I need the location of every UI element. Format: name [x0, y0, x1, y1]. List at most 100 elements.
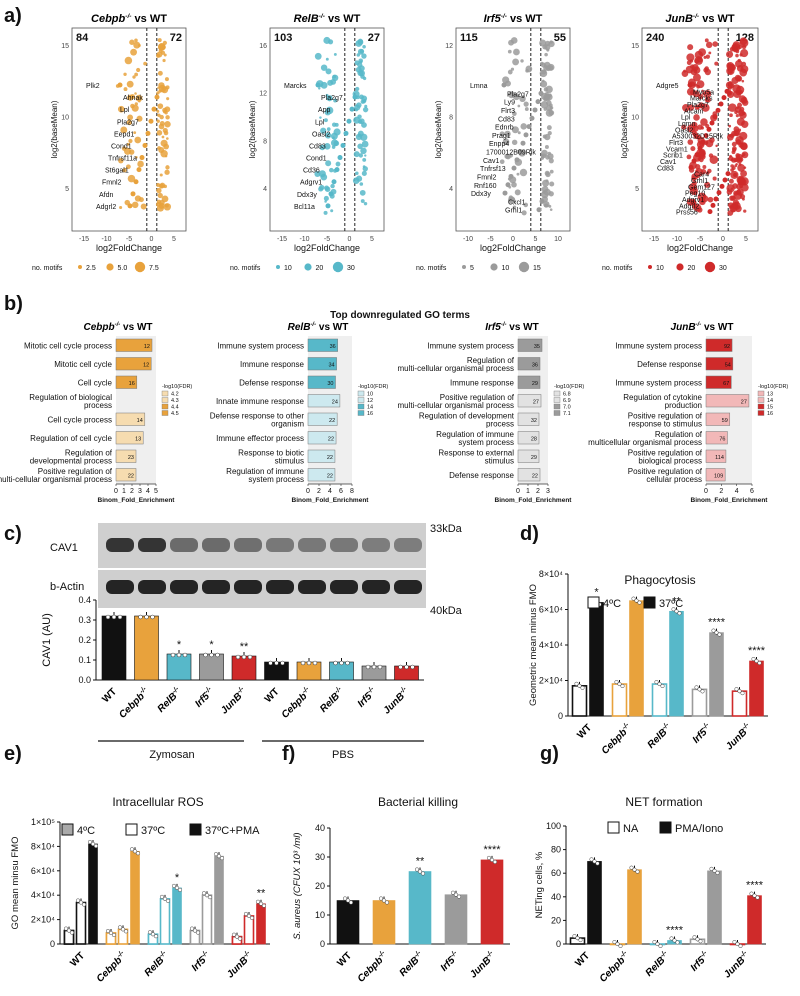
- bar: [747, 895, 762, 945]
- data-point: [689, 89, 696, 96]
- gene-label: Cav1: [483, 158, 499, 165]
- data-point: [320, 127, 327, 134]
- panel-letter: d): [520, 523, 539, 545]
- data-point: [323, 210, 328, 215]
- replicate-dot: [129, 847, 135, 852]
- go-term-label: Defense response: [637, 360, 702, 369]
- data-point: [334, 122, 339, 127]
- gene-label: Tnfrsf13: [480, 166, 506, 173]
- data-point: [686, 154, 692, 160]
- replicate-dot: [162, 896, 168, 901]
- gene-label: Pla2g7: [117, 119, 139, 126]
- data-point: [355, 40, 363, 47]
- replicate-dot: [574, 681, 579, 686]
- go-count: 22: [327, 455, 333, 461]
- blot-band-cav1: [138, 538, 166, 552]
- replicate-dot: [150, 932, 156, 937]
- legend-dot: [676, 263, 684, 271]
- replicate-dot: [735, 941, 740, 947]
- replicate-dot: [674, 609, 679, 614]
- y-tick: 10: [315, 910, 325, 920]
- gene-label: Cxcl1: [508, 199, 526, 206]
- labelled-point: [532, 107, 538, 113]
- bar: [707, 870, 722, 945]
- labelled-point: [148, 118, 154, 124]
- go-term-label: developmental process: [30, 456, 112, 465]
- volcano-title: Cebpb-/- vs WT: [91, 13, 167, 25]
- data-point: [516, 172, 520, 176]
- data-point: [741, 99, 749, 106]
- y-tick: 4×10⁴: [539, 640, 563, 650]
- legend-dot: [518, 261, 530, 273]
- replicate-dot: [111, 614, 117, 620]
- go-count: 22: [128, 473, 134, 479]
- x-axis-label: log2FoldChange: [294, 243, 360, 253]
- data-point: [359, 189, 366, 196]
- replicate-dot: [204, 893, 210, 898]
- replicate-dot: [635, 869, 640, 874]
- x-tick: 5: [534, 236, 538, 243]
- replicate-dot: [572, 934, 577, 939]
- data-point: [362, 106, 369, 113]
- data-point: [359, 60, 363, 64]
- bar: [480, 859, 504, 945]
- data-point: [733, 126, 740, 132]
- gene-label: Gem127: [688, 184, 715, 191]
- legend-label: 37ºC+PMA: [205, 825, 260, 837]
- go-count: 14: [137, 418, 143, 424]
- go-plot-title: JunB-/- vs WT: [671, 322, 734, 333]
- data-point: [729, 195, 735, 201]
- go-term-label: Regulation of biological: [29, 393, 112, 402]
- bar: [336, 900, 360, 945]
- data-point: [164, 121, 171, 128]
- data-point: [161, 135, 165, 139]
- data-point: [164, 77, 169, 82]
- gene-label: Pla2g7: [321, 95, 343, 102]
- replicate-dot: [652, 939, 657, 945]
- data-point: [513, 48, 520, 56]
- replicate-dot: [381, 898, 387, 903]
- bar: [629, 600, 644, 717]
- data-point: [165, 165, 170, 170]
- significance: **: [672, 595, 681, 607]
- y-tick: 0.3: [78, 615, 91, 625]
- replicate-dot: [345, 898, 351, 903]
- genotype-sup: -/-: [501, 13, 507, 20]
- legend-value: 30: [719, 265, 727, 272]
- data-point: [135, 155, 138, 159]
- go-count: 29: [531, 455, 537, 461]
- labelled-point: [127, 203, 133, 209]
- blot-band-actin: [106, 580, 134, 594]
- data-point: [134, 136, 142, 144]
- data-point: [156, 183, 161, 187]
- legend-swatch: [643, 596, 656, 609]
- data-point: [162, 58, 166, 63]
- replicate-dot: [241, 654, 247, 660]
- data-point: [708, 51, 712, 55]
- gene-label: Afdn: [99, 192, 114, 199]
- y-tick: 12: [259, 91, 267, 98]
- go-term-label: cellular process: [646, 475, 702, 484]
- x-tick: -10: [299, 236, 309, 243]
- legend-value: 4.2: [171, 392, 179, 398]
- go-bar: [705, 375, 732, 389]
- data-point: [156, 109, 160, 113]
- legend-dot: [106, 263, 114, 271]
- go-count: 29: [532, 381, 538, 387]
- category-label: WT: [100, 686, 119, 705]
- data-point: [541, 79, 545, 83]
- data-point: [548, 204, 552, 208]
- go-term-label: Defense response: [449, 471, 514, 480]
- x-tick: 0: [348, 236, 352, 243]
- chart-title: NET formation: [625, 795, 702, 809]
- y-tick: 2×10⁴: [31, 915, 55, 925]
- replicate-dot: [700, 689, 705, 694]
- data-point: [122, 168, 127, 173]
- panel-letter: b): [4, 293, 23, 315]
- data-point: [325, 160, 332, 167]
- replicate-dot: [237, 936, 243, 941]
- data-point: [714, 61, 719, 66]
- category-sup: -/-: [413, 949, 423, 959]
- data-point: [156, 119, 160, 123]
